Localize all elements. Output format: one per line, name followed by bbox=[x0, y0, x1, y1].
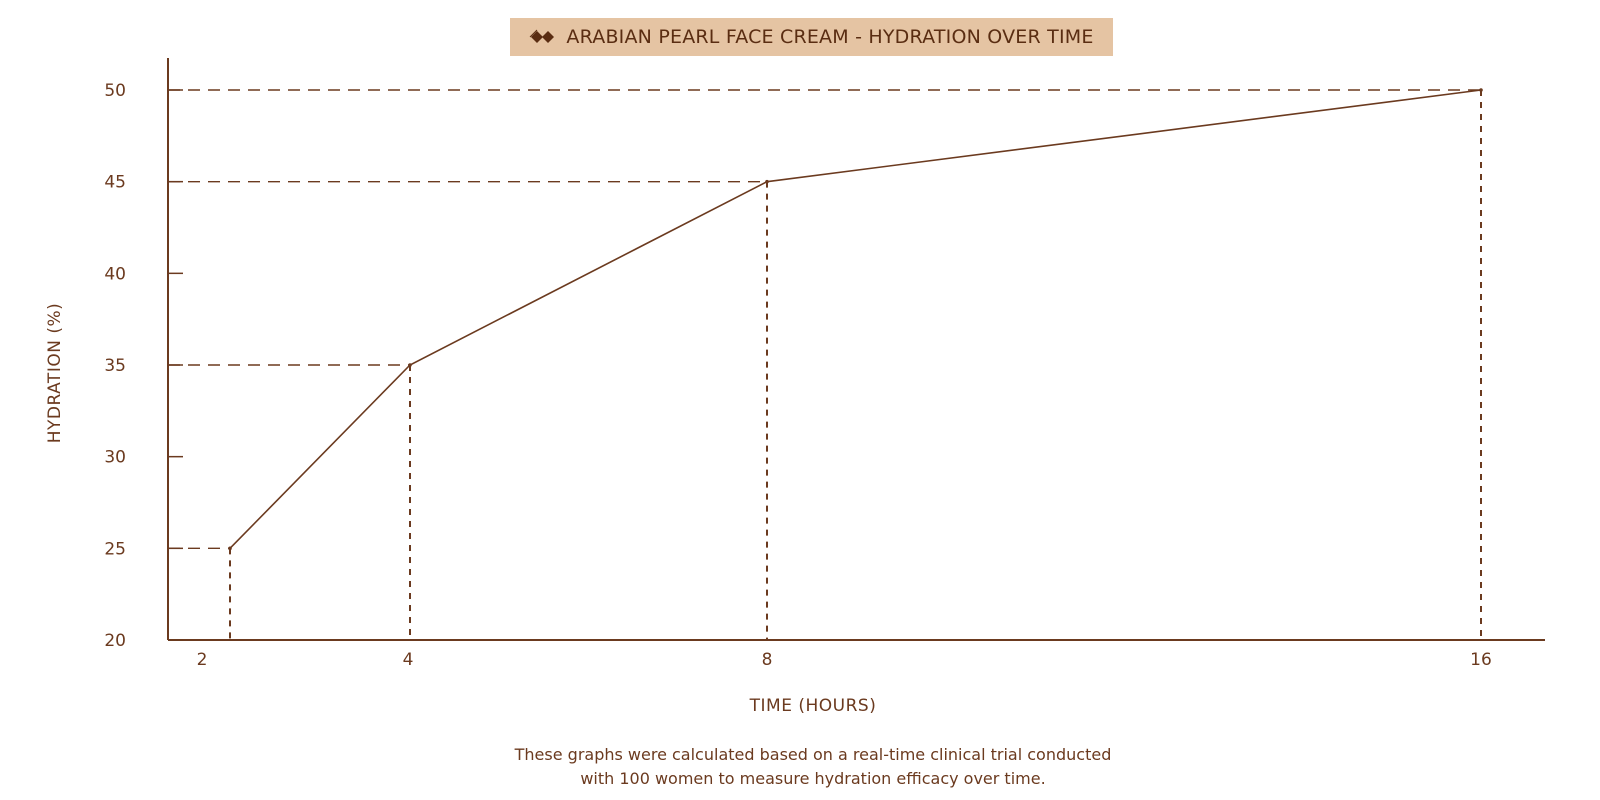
caption-line-1: These graphs were calculated based on a … bbox=[514, 745, 1112, 764]
x-axis-label: TIME (HOURS) bbox=[749, 696, 877, 716]
y-tick-label: 40 bbox=[104, 264, 126, 284]
data-point bbox=[1479, 88, 1483, 92]
x-tick-label: 4 bbox=[403, 650, 414, 670]
chart-title-badge: ARABIAN PEARL FACE CREAM - HYDRATION OVE… bbox=[510, 18, 1113, 56]
y-tick-label: 25 bbox=[104, 539, 126, 559]
series-line bbox=[229, 89, 1482, 549]
y-tick-label: 35 bbox=[104, 356, 126, 376]
chart-caption: These graphs were calculated based on a … bbox=[0, 743, 1600, 791]
double-diamond-icon bbox=[530, 29, 555, 43]
x-tick-label: 2 bbox=[197, 650, 208, 670]
data-point bbox=[228, 546, 232, 551]
y-tick-label: 45 bbox=[104, 173, 126, 193]
chart-title: ARABIAN PEARL FACE CREAM - HYDRATION OVE… bbox=[566, 26, 1094, 48]
y-tick-label: 50 bbox=[104, 81, 126, 101]
y-tick-label: 20 bbox=[104, 631, 126, 651]
y-axis-label: HYDRATION (%) bbox=[45, 302, 65, 444]
y-tick-label: 30 bbox=[104, 448, 126, 468]
x-tick-label: 16 bbox=[1470, 650, 1492, 670]
x-tick-label: 8 bbox=[762, 650, 773, 670]
data-point bbox=[765, 179, 769, 184]
data-point bbox=[408, 363, 412, 367]
caption-line-2: with 100 women to measure hydration effi… bbox=[580, 769, 1046, 788]
